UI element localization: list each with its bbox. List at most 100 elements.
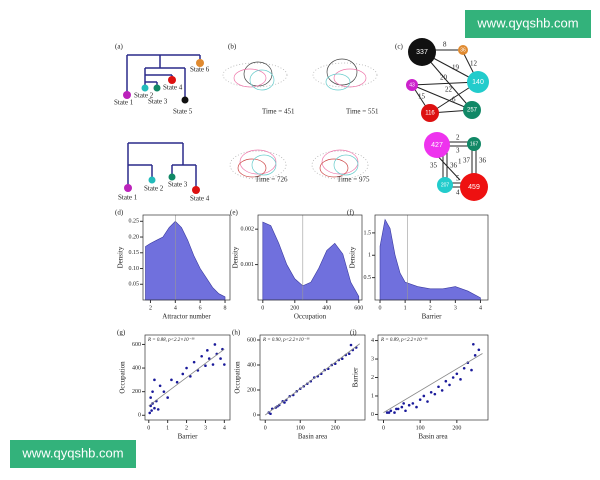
network-node (467, 71, 489, 93)
edge-label: 19 (452, 64, 460, 72)
edge-label: 12 (470, 60, 478, 68)
point (455, 372, 459, 376)
x-tick-label: 400 (322, 305, 331, 311)
state-label: State 1 (118, 194, 138, 202)
network-node (424, 132, 450, 158)
edge-labels: 2 3 1 35 36 37 36 5 4 (430, 134, 487, 197)
y-tick-label: 1 (371, 393, 374, 399)
point (402, 402, 405, 405)
network-node (467, 137, 481, 151)
point (162, 390, 166, 393)
y-tick-label: 3 (371, 356, 374, 362)
x-tick-label: 100 (296, 425, 305, 431)
x-axis-label: Basin area (418, 433, 448, 441)
x-tick-label: 600 (354, 305, 363, 311)
network-node (421, 104, 439, 122)
y-tick-label: 200 (247, 387, 256, 393)
y-tick-label: 400 (247, 362, 256, 368)
point (387, 411, 391, 414)
watermark-box (465, 10, 591, 38)
y-tick-label: 0.10 (129, 266, 140, 272)
point (411, 402, 415, 405)
network-node (458, 45, 468, 55)
node-label: 337 (416, 49, 428, 56)
x-tick-label: 3 (204, 425, 207, 431)
y-axis-label: Occupation (234, 361, 242, 394)
node-label: 427 (431, 142, 443, 149)
point (444, 379, 448, 383)
x-axis-label: Barrier (178, 433, 198, 441)
edge-label: 8 (443, 41, 447, 49)
watermark-box (10, 440, 136, 468)
x-axis-label: Attractor number (162, 313, 211, 321)
point (189, 375, 192, 378)
x-tick-label: 200 (331, 425, 340, 431)
point (204, 364, 207, 367)
edge-label: 37 (463, 157, 471, 165)
point (206, 349, 209, 352)
point (170, 378, 173, 382)
point (153, 378, 156, 382)
x-tick-label: 4 (479, 305, 482, 311)
node (123, 91, 131, 99)
panel-label: (g) (117, 329, 126, 337)
panel-label: (a) (115, 43, 123, 51)
x-tick-label: 2 (149, 305, 152, 311)
state-label: State 1 (114, 99, 134, 107)
node-label: 116 (425, 111, 435, 117)
y-tick-label: 4 (371, 338, 374, 344)
y-axis-label: Occupation (119, 361, 127, 394)
node (153, 84, 161, 92)
y-tick-label: 200 (132, 389, 141, 395)
x-axis-label: Occupation (294, 313, 327, 321)
y-tick-label: 1 (368, 253, 371, 259)
density-area (145, 220, 226, 301)
y-axis-label: Barrier (352, 367, 360, 387)
network-node (406, 79, 418, 91)
point (415, 405, 418, 409)
x-tick-label: 4 (174, 305, 177, 311)
annotation: R = 0.88, p<2.2×10⁻¹⁶ (147, 337, 195, 343)
state-label: State 2 (144, 185, 164, 193)
x-tick-label: 4 (223, 425, 226, 431)
point (433, 392, 437, 396)
x-tick-label: 100 (416, 425, 425, 431)
y-axis-label: Density (349, 246, 357, 268)
point (470, 368, 473, 372)
node-label: 140 (472, 79, 484, 86)
network-node (463, 101, 481, 119)
y-axis-label: Density (232, 246, 240, 268)
point (340, 357, 344, 361)
point (158, 384, 162, 388)
panel-label: (i) (350, 329, 357, 337)
point (477, 348, 481, 352)
point (426, 400, 429, 403)
edge-label: 35 (430, 162, 438, 170)
x-tick-label: 0 (264, 425, 267, 431)
point (153, 406, 156, 410)
point (156, 408, 160, 411)
edge-label: 36 (450, 162, 458, 170)
node (192, 186, 200, 194)
x-tick-label: 0 (382, 425, 385, 431)
network-node (460, 173, 488, 201)
point (223, 363, 226, 366)
node (141, 84, 149, 92)
x-tick-label: 0 (147, 425, 150, 431)
plot-frame (374, 214, 489, 301)
time-label: Time = 975 (337, 176, 370, 184)
point (219, 357, 222, 360)
panel-label: (b) (228, 43, 237, 51)
point (347, 352, 351, 356)
y-tick-label: 0.20 (129, 234, 140, 240)
y-tick-label: 0 (371, 412, 374, 418)
edge-label: 1 (458, 158, 462, 166)
y-tick-label: 2 (371, 375, 374, 381)
plot-frame (377, 334, 489, 421)
time-label: Time = 726 (255, 176, 288, 184)
y-tick-label: 0.15 (129, 250, 140, 256)
dendrogram (127, 142, 197, 188)
dendrogram (126, 54, 201, 100)
point (472, 342, 475, 346)
